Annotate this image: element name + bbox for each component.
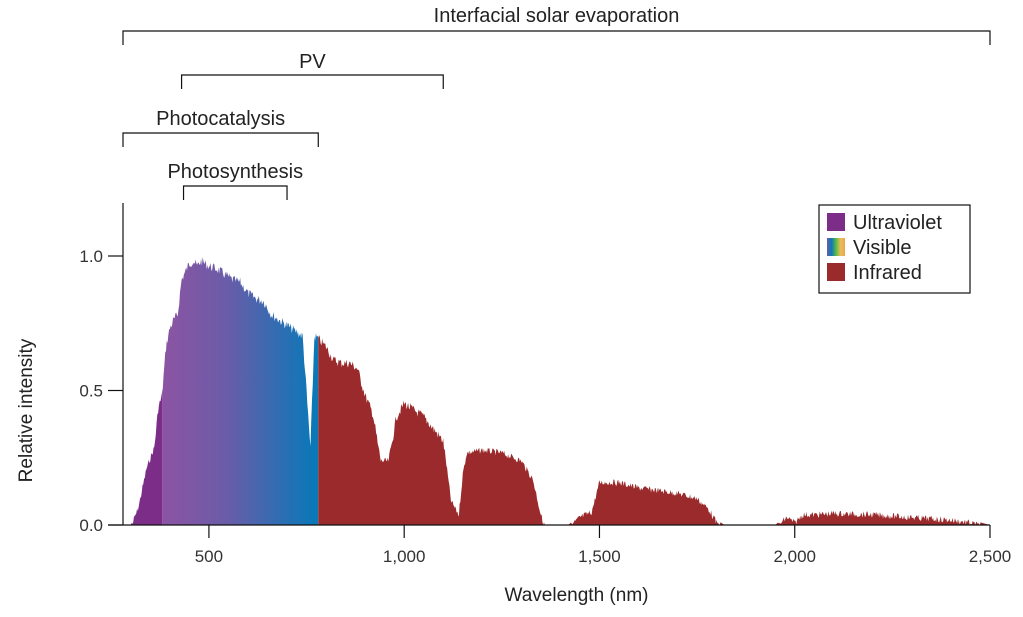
application-brackets: Interfacial solar evaporation PV Photocata…	[122, 5, 991, 200]
legend-label-visible: Visible	[853, 237, 912, 259]
bracket-pv: PV	[180, 51, 444, 89]
visible-area	[162, 257, 319, 525]
y-tick-label: 0.5	[79, 382, 103, 401]
bracket-line	[180, 74, 444, 89]
bracket-line	[122, 132, 319, 147]
bracket-label: Photosynthesis	[167, 161, 303, 183]
bracket-photocatalysis: Photocatalysis	[122, 108, 319, 147]
bracket-label: PV	[299, 51, 326, 73]
x-tick-label: 1,500	[578, 547, 621, 566]
legend-swatch-infrared	[827, 263, 845, 281]
bracket-interfacial-solar-evaporation: Interfacial solar evaporation	[122, 5, 991, 45]
y-axis-title: Relative intensity	[16, 338, 37, 482]
legend: Ultraviolet Visible Infrared	[818, 204, 971, 294]
legend-swatch-visible	[827, 238, 845, 256]
x-tick-label: 1,000	[383, 547, 426, 566]
axes: 500 1,000 1,500 2,000 2,500 0.0 0.5 1.0 Wavele…	[16, 203, 1011, 606]
bracket-label: Photocatalysis	[156, 108, 285, 130]
bracket-line	[122, 30, 991, 45]
legend-label-ultraviolet: Ultraviolet	[853, 212, 942, 234]
x-axis-title: Wavelength (nm)	[505, 585, 649, 606]
infrared-area	[318, 335, 990, 525]
y-tick-label: 0.0	[79, 516, 103, 535]
legend-label-infrared: Infrared	[853, 262, 922, 284]
ultraviolet-area	[123, 392, 163, 525]
x-tick-label: 500	[195, 547, 223, 566]
spectrum-areas	[123, 257, 990, 525]
x-tick-label: 2,000	[773, 547, 816, 566]
bracket-label: Interfacial solar evaporation	[434, 5, 680, 27]
legend-swatch-ultraviolet	[827, 213, 845, 231]
bracket-line	[182, 185, 288, 200]
x-tick-label: 2,500	[969, 547, 1012, 566]
bracket-photosynthesis: Photosynthesis	[167, 161, 303, 200]
y-tick-label: 1.0	[79, 247, 103, 266]
